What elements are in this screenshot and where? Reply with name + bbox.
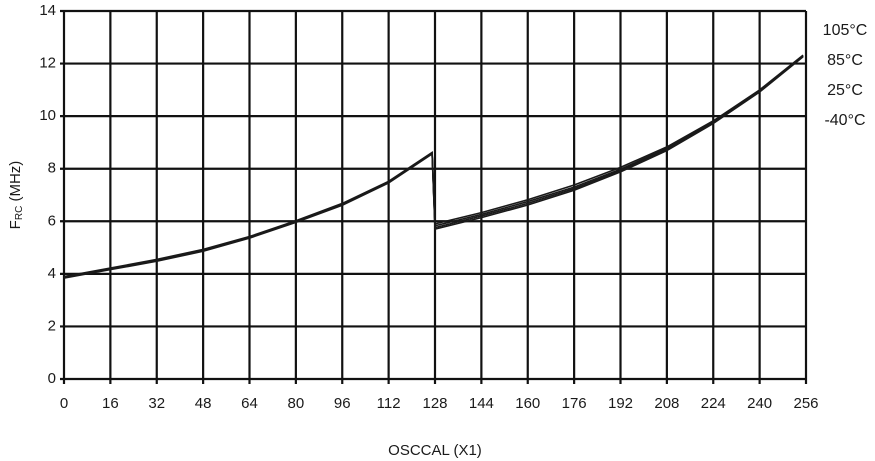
x-tick-label: 256 [793,395,818,412]
legend-label: 105°C [823,22,868,39]
x-tick-label: 160 [515,395,540,412]
y-tick-label: 0 [48,370,56,387]
x-tick-label: 240 [747,395,772,412]
x-axis-label: OSCCAL (X1) [388,442,482,459]
x-tick-label: 64 [241,395,258,412]
y-tick-label: 8 [48,160,56,177]
x-tick-label: 176 [562,395,587,412]
legend-label: 85°C [827,52,863,69]
x-tick-label: 0 [60,395,68,412]
y-label-main: F [7,220,24,229]
x-tick-label: 48 [195,395,212,412]
x-tick-label: 208 [654,395,679,412]
y-label-unit: (MHz) [7,161,24,206]
y-tick-label: 10 [39,107,56,124]
x-tick-label: 96 [334,395,351,412]
y-label-sub: RC [14,206,25,220]
x-tick-label: 144 [469,395,494,412]
y-tick-label: 4 [48,265,56,282]
x-tick-label: 16 [102,395,119,412]
x-tick-label: 32 [148,395,165,412]
x-tick-label: 112 [377,395,401,412]
y-axis-label: FRC (MHz) [7,161,25,230]
legend-label: -40°C [824,112,865,129]
y-tick-label: 12 [39,55,56,72]
series-line [63,55,804,279]
x-tick-label: 192 [608,395,633,412]
y-tick-label: 14 [39,2,56,19]
series-line [63,55,804,278]
x-tick-label: 224 [701,395,726,412]
series-line [63,54,804,278]
x-tick-label: 128 [422,395,447,412]
legend-label: 25°C [827,82,863,99]
y-tick-label: 6 [48,212,56,229]
y-tick-label: 2 [48,317,56,334]
x-tick-label: 80 [288,395,305,412]
series-line [63,56,804,279]
